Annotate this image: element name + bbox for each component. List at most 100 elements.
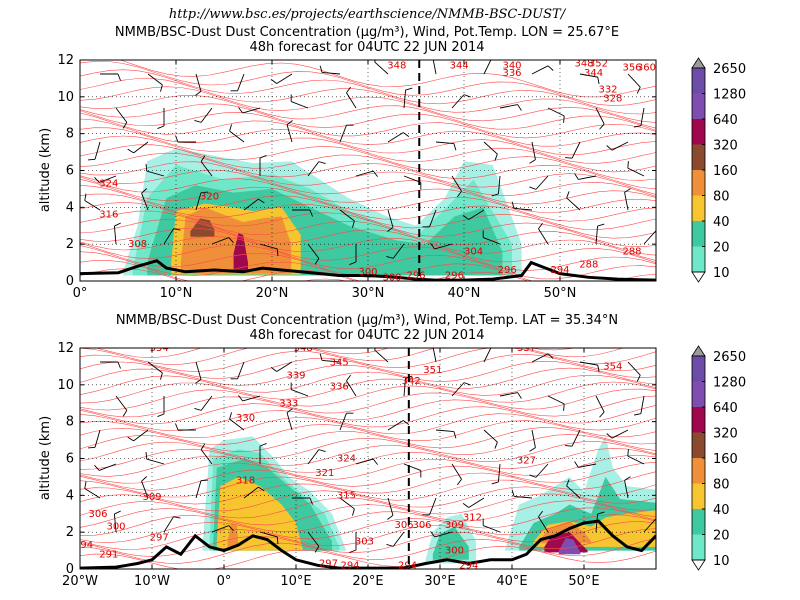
theta-isentrope [80, 236, 656, 271]
wind-barb [435, 141, 454, 145]
wind-barb-flag [117, 361, 121, 369]
wind-barb [94, 141, 101, 160]
colorbar-bottom: 2650 1280 640 320 160 80 40 20 10 [691, 345, 746, 571]
wind-barb-flag [387, 514, 394, 520]
colorbar-label: 20 [713, 241, 730, 256]
wind-barb-flag [511, 201, 515, 209]
wind-barb-flag [349, 261, 357, 265]
wind-barb [355, 458, 374, 465]
wind-barb-flag [463, 382, 471, 386]
wind-barb-flag [160, 372, 163, 380]
wind-barb-flag [194, 408, 202, 411]
wind-barb [435, 429, 454, 433]
wind-barb [200, 161, 213, 177]
wind-barb [322, 71, 341, 75]
theta-isentrope [80, 537, 656, 564]
theta-label: 300 [106, 522, 125, 533]
theta-isentrope [80, 461, 656, 491]
wind-barb-flag [258, 198, 265, 204]
wind-barb-flag [636, 86, 641, 94]
wind-barb-flag [547, 353, 554, 359]
wind-barb [535, 175, 549, 190]
wind-barb [339, 497, 355, 510]
dust-region-80 [216, 476, 304, 551]
wind-barb-flag [597, 77, 600, 85]
wind-barb-flag [141, 188, 148, 194]
colorbar-label: 10 [713, 266, 730, 281]
colorbar-label: 40 [713, 503, 730, 518]
wind-barb [195, 361, 202, 380]
wind-barb [115, 107, 128, 123]
wind-barb [94, 429, 101, 448]
wind-barb-flag [173, 516, 181, 519]
x-tick-label: 50°E [568, 574, 599, 589]
wind-barb [483, 60, 492, 75]
wind-barb-flag [84, 193, 87, 201]
theta-isentrope [80, 493, 656, 519]
wind-barb [237, 361, 245, 379]
theta-label: 330 [236, 413, 255, 424]
theta-label: 306 [412, 520, 431, 531]
theta-label: 332 [598, 84, 617, 95]
theta-isentrope [80, 169, 656, 205]
wind-barb-flag [374, 60, 376, 63]
wind-barb [307, 243, 320, 259]
wind-barb-flag [352, 220, 355, 228]
x-tick-label: 20°E [352, 574, 383, 589]
theta-isentrope [80, 388, 656, 418]
wind-barb [579, 361, 598, 366]
theta-label: 288 [622, 247, 641, 258]
wind-barb-flag [122, 122, 128, 129]
theta-label: 356 [622, 62, 641, 73]
theta-isentrope [80, 441, 656, 470]
wind-barb [387, 132, 404, 143]
theta-isentrope [80, 447, 656, 477]
wind-barb [259, 243, 278, 250]
panel-lon-section: NMMB/BSC-Dust Dust Concentration (µg/m³)… [38, 25, 657, 301]
wind-barb-flag [430, 531, 436, 538]
y-tick-label: 4 [66, 488, 74, 503]
wind-barb [242, 395, 261, 402]
wind-barb-flag [145, 164, 148, 172]
wind-barb [99, 175, 117, 183]
wind-barb-flag [405, 87, 413, 91]
colorbar-label: 320 [713, 427, 738, 442]
colorbar-segment [692, 144, 705, 170]
theta-isentrope [80, 413, 656, 439]
wind-barb-flag [238, 107, 244, 114]
wind-barb-flag [258, 486, 265, 492]
wind-barb-flag [372, 458, 378, 465]
theta-label: 312 [463, 512, 482, 523]
wind-barb-flag [529, 447, 536, 452]
wind-barb [237, 73, 245, 91]
wind-barb [547, 395, 565, 405]
wind-barb [113, 226, 117, 245]
wind-barb [355, 170, 374, 177]
wind-barb-flag [529, 186, 537, 190]
wind-barb [451, 175, 462, 192]
y-tick-label: 8 [66, 415, 74, 430]
wind-barb-flag [547, 65, 554, 71]
wind-barb-flag [229, 412, 232, 420]
wind-barb [429, 209, 437, 227]
theta-label: 300 [382, 272, 401, 283]
wind-barb [624, 480, 629, 499]
wind-barb [531, 141, 536, 160]
wind-barb-flag [127, 436, 134, 442]
wind-barb [374, 61, 389, 75]
wind-barb-flag [456, 190, 462, 198]
dust-region-640 [233, 233, 248, 272]
wind-barb-flag [286, 120, 293, 126]
wind-barb-flag [200, 479, 208, 482]
wind-barb-flag [114, 510, 121, 515]
wind-barb [84, 200, 101, 211]
wind-barb [432, 348, 437, 363]
wind-barb [429, 497, 437, 515]
wind-barb-flag [127, 148, 134, 154]
wind-barb [434, 531, 453, 538]
wind-barb-flag [453, 143, 457, 151]
theta-label: 316 [99, 210, 118, 221]
wind-barb-flag [309, 209, 313, 217]
theta-label: 321 [315, 468, 334, 479]
wind-barb [147, 73, 163, 86]
